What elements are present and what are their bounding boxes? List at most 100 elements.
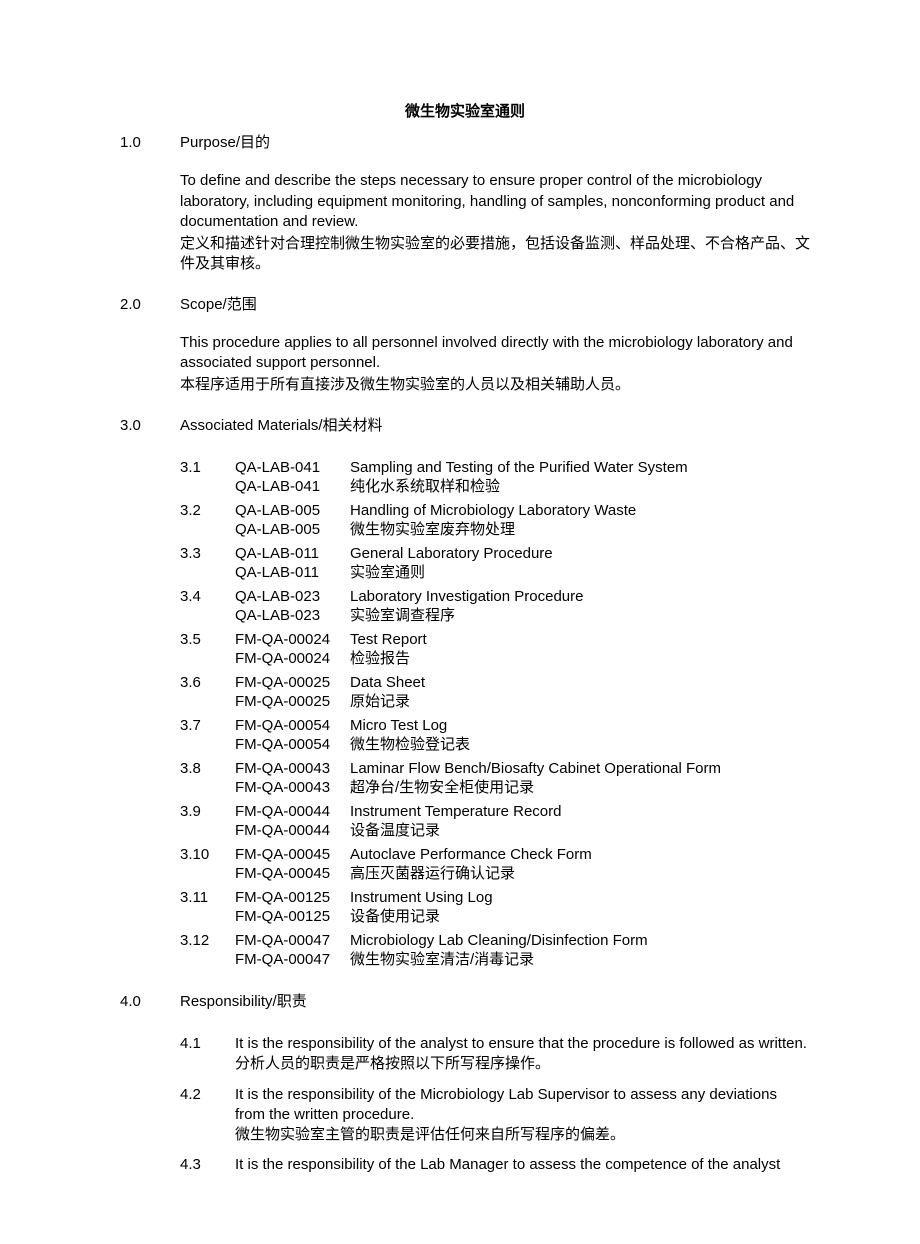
material-number: 3.9	[180, 802, 235, 841]
responsibility-cn: 分析人员的职责是严格按照以下所写程序操作。	[235, 1054, 810, 1074]
material-desc-cn: 设备温度记录	[350, 821, 810, 841]
material-code: FM-QA-00045	[235, 845, 350, 865]
material-item: 3.7FM-QA-00054Micro Test LogFM-QA-00054微…	[180, 716, 810, 755]
material-number: 3.1	[180, 458, 235, 497]
material-item: 3.1QA-LAB-041Sampling and Testing of the…	[180, 458, 810, 497]
material-code: FM-QA-00025	[235, 673, 350, 693]
section-body-en: To define and describe the steps necessa…	[180, 171, 810, 232]
material-code: FM-QA-00054	[235, 735, 350, 755]
document-title: 微生物实验室通则	[120, 100, 810, 121]
material-number: 3.5	[180, 630, 235, 669]
material-number: 3.6	[180, 673, 235, 712]
material-desc-cn: 实验室调查程序	[350, 606, 810, 626]
material-code: FM-QA-00024	[235, 630, 350, 650]
material-desc-cn: 纯化水系统取样和检验	[350, 477, 810, 497]
material-code: FM-QA-00047	[235, 931, 350, 951]
material-number: 3.7	[180, 716, 235, 755]
section-heading-text: Purpose/目的	[180, 133, 810, 153]
material-code: QA-LAB-023	[235, 606, 350, 626]
materials-list: 3.1QA-LAB-041Sampling and Testing of the…	[180, 458, 810, 974]
material-desc-en: Micro Test Log	[350, 716, 810, 736]
material-desc-cn: 检验报告	[350, 649, 810, 669]
section-materials: 3.0 Associated Materials/相关材料 3.1QA-LAB-…	[120, 416, 810, 974]
material-desc-en: Sampling and Testing of the Purified Wat…	[350, 458, 810, 478]
material-code: FM-QA-00045	[235, 864, 350, 884]
material-desc-en: General Laboratory Procedure	[350, 544, 810, 564]
responsibility-number: 4.2	[180, 1085, 235, 1146]
material-desc-cn: 超净台/生物安全柜使用记录	[350, 778, 810, 798]
material-code: FM-QA-00125	[235, 888, 350, 908]
section-body-cn: 本程序适用于所有直接涉及微生物实验室的人员以及相关辅助人员。	[180, 375, 810, 395]
material-item: 3.8FM-QA-00043Laminar Flow Bench/Biosaft…	[180, 759, 810, 798]
material-desc-cn: 微生物检验登记表	[350, 735, 810, 755]
responsibility-number: 4.1	[180, 1034, 235, 1075]
section-number: 1.0	[120, 133, 180, 153]
material-item: 3.3QA-LAB-011General Laboratory Procedur…	[180, 544, 810, 583]
material-item: 3.4QA-LAB-023Laboratory Investigation Pr…	[180, 587, 810, 626]
material-number: 3.10	[180, 845, 235, 884]
responsibility-number: 4.3	[180, 1155, 235, 1175]
material-desc-en: Test Report	[350, 630, 810, 650]
section-number: 2.0	[120, 295, 180, 315]
material-desc-cn: 微生物实验室清洁/消毒记录	[350, 950, 810, 970]
material-item: 3.6FM-QA-00025Data SheetFM-QA-00025原始记录	[180, 673, 810, 712]
material-desc-en: Handling of Microbiology Laboratory Wast…	[350, 501, 810, 521]
material-number: 3.11	[180, 888, 235, 927]
responsibility-item: 4.3It is the responsibility of the Lab M…	[180, 1155, 810, 1175]
responsibility-en: It is the responsibility of the Microbio…	[235, 1085, 810, 1126]
material-code: QA-LAB-041	[235, 477, 350, 497]
material-desc-en: Data Sheet	[350, 673, 810, 693]
material-number: 3.2	[180, 501, 235, 540]
material-item: 3.9FM-QA-00044Instrument Temperature Rec…	[180, 802, 810, 841]
material-number: 3.12	[180, 931, 235, 970]
responsibility-cn: 微生物实验室主管的职责是评估任何来自所写程序的偏差。	[235, 1125, 810, 1145]
material-code: QA-LAB-011	[235, 544, 350, 564]
section-number: 3.0	[120, 416, 180, 436]
section-body-en: This procedure applies to all personnel …	[180, 333, 810, 374]
material-code: FM-QA-00043	[235, 778, 350, 798]
section-heading-text: Responsibility/职责	[180, 992, 810, 1012]
responsibility-en: It is the responsibility of the Lab Mana…	[235, 1155, 810, 1175]
section-heading-text: Associated Materials/相关材料	[180, 416, 810, 436]
section-scope: 2.0 Scope/范围 This procedure applies to a…	[120, 295, 810, 398]
document-page: 微生物实验室通则 1.0 Purpose/目的 To define and de…	[0, 0, 920, 1244]
section-responsibility: 4.0 Responsibility/职责 4.1It is the respo…	[120, 992, 810, 1186]
material-desc-cn: 实验室通则	[350, 563, 810, 583]
material-code: FM-QA-00125	[235, 907, 350, 927]
material-desc-cn: 微生物实验室废弃物处理	[350, 520, 810, 540]
responsibility-en: It is the responsibility of the analyst …	[235, 1034, 810, 1054]
material-code: QA-LAB-011	[235, 563, 350, 583]
section-number: 4.0	[120, 992, 180, 1012]
material-desc-en: Laminar Flow Bench/Biosafty Cabinet Oper…	[350, 759, 810, 779]
section-purpose: 1.0 Purpose/目的 To define and describe th…	[120, 133, 810, 277]
material-desc-cn: 原始记录	[350, 692, 810, 712]
material-number: 3.4	[180, 587, 235, 626]
material-code: QA-LAB-005	[235, 501, 350, 521]
material-desc-en: Laboratory Investigation Procedure	[350, 587, 810, 607]
material-code: QA-LAB-005	[235, 520, 350, 540]
material-desc-en: Instrument Temperature Record	[350, 802, 810, 822]
material-code: FM-QA-00044	[235, 821, 350, 841]
material-code: QA-LAB-041	[235, 458, 350, 478]
material-item: 3.5FM-QA-00024Test ReportFM-QA-00024检验报告	[180, 630, 810, 669]
material-code: FM-QA-00054	[235, 716, 350, 736]
material-code: FM-QA-00025	[235, 692, 350, 712]
responsibility-item: 4.2It is the responsibility of the Micro…	[180, 1085, 810, 1146]
material-code: FM-QA-00044	[235, 802, 350, 822]
material-desc-en: Instrument Using Log	[350, 888, 810, 908]
section-body-cn: 定义和描述针对合理控制微生物实验室的必要措施，包括设备监测、样品处理、不合格产品…	[180, 234, 810, 275]
material-code: QA-LAB-023	[235, 587, 350, 607]
material-number: 3.3	[180, 544, 235, 583]
material-desc-en: Autoclave Performance Check Form	[350, 845, 810, 865]
material-desc-cn: 设备使用记录	[350, 907, 810, 927]
material-number: 3.8	[180, 759, 235, 798]
material-item: 3.2QA-LAB-005Handling of Microbiology La…	[180, 501, 810, 540]
material-code: FM-QA-00047	[235, 950, 350, 970]
material-item: 3.12FM-QA-00047Microbiology Lab Cleaning…	[180, 931, 810, 970]
material-item: 3.11FM-QA-00125Instrument Using LogFM-QA…	[180, 888, 810, 927]
material-desc-cn: 高压灭菌器运行确认记录	[350, 864, 810, 884]
responsibility-list: 4.1It is the responsibility of the analy…	[180, 1034, 810, 1186]
section-heading-text: Scope/范围	[180, 295, 810, 315]
material-code: FM-QA-00024	[235, 649, 350, 669]
material-item: 3.10FM-QA-00045Autoclave Performance Che…	[180, 845, 810, 884]
